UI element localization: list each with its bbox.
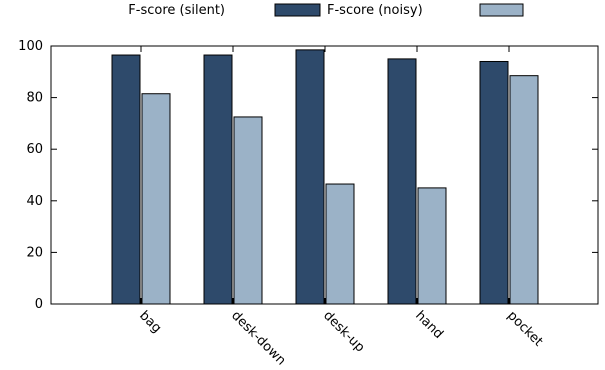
- y-tick-label: 80: [26, 91, 43, 106]
- bar: [387, 58, 417, 305]
- y-tick-label: 20: [26, 245, 43, 260]
- bar: [325, 183, 355, 305]
- x-tick-label: bag: [136, 308, 164, 336]
- legend-label-1: F-score (silent): [128, 3, 225, 18]
- x-tick-label: desk-up: [320, 308, 367, 355]
- legend-swatch-noisy: [479, 3, 524, 17]
- y-tick-label: 40: [26, 194, 43, 209]
- x-tick-label: hand: [412, 308, 446, 342]
- y-tick-label: 100: [18, 39, 43, 54]
- bar: [233, 116, 263, 305]
- legend-label-2: F-score (noisy): [327, 3, 423, 18]
- x-tick-label: desk-down: [228, 308, 288, 368]
- y-tick-label: 60: [26, 142, 43, 157]
- tick-labels: 0 20 40 60 80 100 bag desk-down desk-up hand pocke…: [18, 39, 545, 369]
- bar: [417, 187, 447, 305]
- bar: [141, 93, 171, 305]
- bar: [509, 75, 539, 305]
- y-tick-label: 0: [35, 297, 43, 312]
- legend: F-score (silent) F-score (noisy): [128, 3, 524, 18]
- bars: [111, 49, 539, 305]
- legend-swatch-silent: [274, 3, 321, 17]
- bar: [295, 49, 325, 305]
- bar: [479, 60, 509, 305]
- bar: [111, 54, 141, 305]
- bar: [203, 54, 233, 305]
- x-tick-label: pocket: [504, 308, 545, 349]
